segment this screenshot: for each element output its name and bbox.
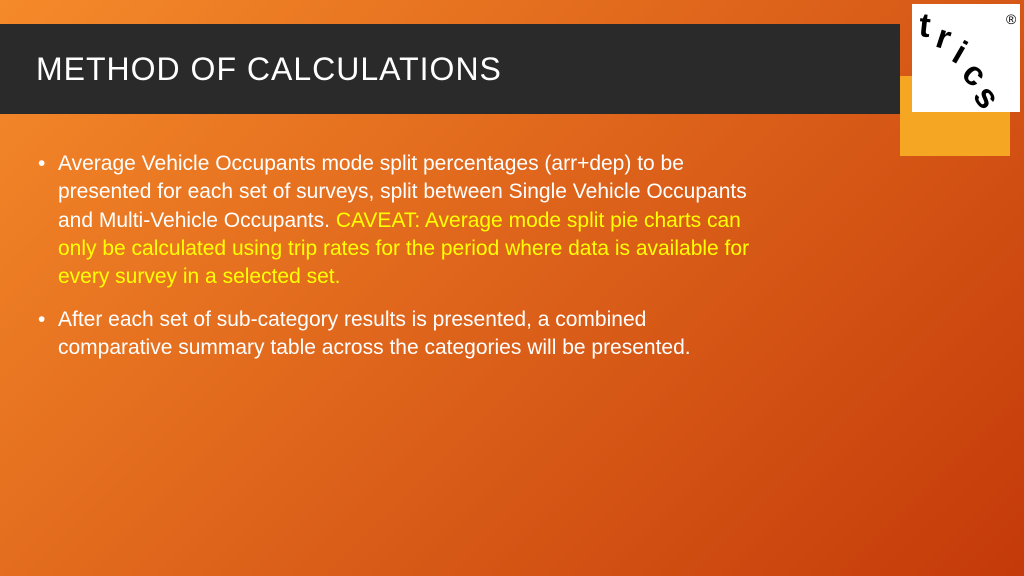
- slide-title: METHOD OF CALCULATIONS: [36, 51, 502, 88]
- trics-logo-icon: ® t r i c s: [912, 4, 1020, 112]
- list-item: Average Vehicle Occupants mode split per…: [36, 150, 756, 292]
- list-item: After each set of sub-category results i…: [36, 306, 756, 363]
- slide: METHOD OF CALCULATIONS ® t r i c s Avera…: [0, 0, 1024, 576]
- svg-text:r: r: [932, 17, 956, 57]
- svg-text:t: t: [917, 6, 932, 45]
- title-bar: METHOD OF CALCULATIONS: [0, 24, 900, 114]
- content-area: Average Vehicle Occupants mode split per…: [36, 150, 756, 376]
- bullet-text: After each set of sub-category results i…: [58, 308, 691, 359]
- bullet-list: Average Vehicle Occupants mode split per…: [36, 150, 756, 362]
- logo: ® t r i c s: [912, 4, 1020, 112]
- registered-mark: ®: [1006, 11, 1017, 27]
